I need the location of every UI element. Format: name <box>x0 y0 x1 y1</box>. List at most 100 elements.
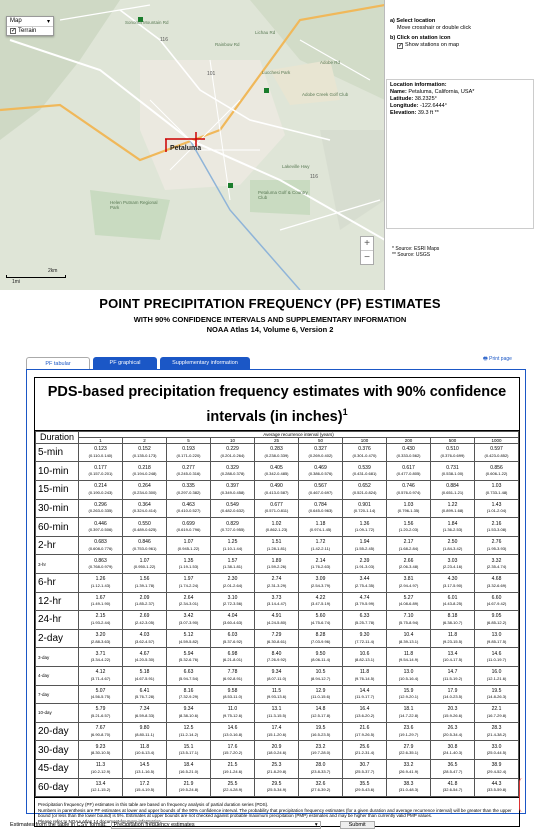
pf-estimate: 38.3 <box>403 780 414 787</box>
terrain-checkbox[interactable]: ✓ <box>10 28 17 34</box>
pf-estimate: 28.0 <box>315 762 326 769</box>
pf-confidence-interval: (0.727-0.955) <box>220 527 245 532</box>
pf-confidence-interval: (9.93-13.6) <box>266 694 287 700</box>
pf-confidence-interval: (17.9-26.5) <box>354 731 375 737</box>
pf-confidence-interval: (14.0-23.5) <box>442 694 463 700</box>
pf-estimate: 0.683 <box>94 539 107 546</box>
pf-value-cell: 41.8 (32.6-54.7) <box>430 777 475 798</box>
pf-estimate: 13.0 <box>403 669 414 676</box>
pf-confidence-interval: (4.75-6.74) <box>310 619 331 625</box>
map-canvas[interactable]: 116 101 116 Sonoma Mountain Rd Rainbow Rd… <box>0 0 385 290</box>
pf-estimate: 14.6 <box>491 650 502 657</box>
pf-value-cell: 5.27 (4.08-6.89) <box>386 591 431 612</box>
map-type-control[interactable]: Map ▾ ✓ Terrain <box>6 16 54 36</box>
pf-value-cell: 6.03 (5.37-6.92) <box>210 628 255 649</box>
pf-estimate: 5.27 <box>403 594 414 601</box>
pf-estimate: 6.63 <box>183 669 194 676</box>
pf-value-cell: 1.43 (1.01-2.04) <box>474 498 519 519</box>
pf-estimate: 1.02 <box>271 520 282 527</box>
csv-export-select[interactable]: Precipitation frequency estimates ▾ <box>110 821 321 829</box>
pf-value-cell: 14.5 (13.1-16.5) <box>122 758 167 779</box>
pf-value-cell: 21.9 (19.5-24.8) <box>166 777 211 798</box>
pf-confidence-interval: (1.19-1.53) <box>178 564 199 570</box>
zoom-out-button[interactable]: − <box>361 250 373 264</box>
pf-value-cell: 6.63 (5.94-7.54) <box>166 665 211 686</box>
tab-pf-graphical[interactable]: PF graphical <box>93 357 157 370</box>
pf-confidence-interval: (18.0-24.6) <box>266 750 287 756</box>
pf-estimate: 0.123 <box>94 446 107 453</box>
submit-button[interactable]: Submit <box>339 821 375 829</box>
pf-value-cell: 0.550 (0.489-0.625) <box>122 517 167 537</box>
chevron-down-icon: ▾ <box>46 19 50 25</box>
pf-value-cell: 1.56 (1.39-1.78) <box>122 572 167 593</box>
pf-estimate: 8.28 <box>315 632 326 639</box>
pf-confidence-interval: (3.07-3.90) <box>178 619 199 625</box>
pf-estimate: 3.44 <box>359 576 370 583</box>
tab-pf-tabular[interactable]: PF tabular <box>26 357 90 370</box>
pf-confidence-interval: (25.5-37.7) <box>354 768 375 774</box>
duration-cell: 10-day <box>35 703 79 723</box>
step-a-title: a) Select location <box>390 18 436 24</box>
pf-estimate: 13.4 <box>447 650 458 657</box>
table-row: 60-day 13.4 (12.1-15.2) 17.2 (15.4-19.5) 21.9… <box>35 777 519 798</box>
pf-confidence-interval: (33.5-59.8) <box>486 787 507 793</box>
pf-estimate: 6.03 <box>227 632 238 639</box>
pf-estimate: 29.5 <box>271 780 282 787</box>
pf-estimate: 12.9 <box>315 687 326 694</box>
print-page-link[interactable]: 🖶 Print page <box>483 356 512 364</box>
pf-estimate: 0.177 <box>94 464 107 471</box>
map-place-label: Helen Putnam Regional Park <box>110 200 158 210</box>
pf-confidence-interval: (0.269-0.402) <box>308 452 333 458</box>
pf-estimate: 0.731 <box>446 464 459 471</box>
pf-estimate: 41.8 <box>447 780 458 787</box>
show-stations-checkbox[interactable]: ✓ <box>397 42 404 49</box>
pf-value-cell: 2.76 (1.95-3.93) <box>474 535 519 556</box>
pf-confidence-interval: (1.74-2.24) <box>178 582 199 588</box>
pf-confidence-interval: (31.0-48.3) <box>398 787 419 793</box>
pf-value-cell: 0.364 (0.324-0.414) <box>122 498 167 519</box>
pf-confidence-interval: (0.521-0.824) <box>352 489 377 495</box>
pf-value-cell: 7.29 (6.30-8.61) <box>254 628 299 649</box>
pf-confidence-interval: (12.1-21.6) <box>486 675 507 681</box>
pf-value-cell: 5.18 (4.67-5.91) <box>122 665 167 686</box>
pf-value-cell: 14.6 (11.0-19.7) <box>474 647 519 667</box>
pf-confidence-interval: (0.950-1.22) <box>133 564 156 570</box>
tab-supplementary[interactable]: Supplementary information <box>160 357 250 370</box>
pf-estimate: 10.4 <box>403 632 414 639</box>
csv-export-select-value: Precipitation frequency estimates <box>113 822 195 828</box>
pf-confidence-interval: (20.5-34.4) <box>442 731 463 737</box>
map-type-select[interactable]: Map ▾ <box>7 17 53 27</box>
pf-value-cell: 2.50 (1.84-3.42) <box>430 535 475 556</box>
map-place-label: Adobe Creek Golf Club <box>302 92 349 97</box>
pf-value-cell: 17.9 (14.0-23.5) <box>430 684 475 705</box>
map-place-label: Lucchesi Park <box>262 70 291 75</box>
pf-estimate: 0.193 <box>182 446 195 453</box>
pf-value-cell: 23.2 (19.7-28.0) <box>298 740 343 760</box>
pf-confidence-interval: (12.1-15.2) <box>90 787 111 793</box>
pf-value-cell: 0.463 (0.410-0.527) <box>166 498 211 519</box>
pf-estimate: 1.07 <box>139 557 150 564</box>
pf-value-cell: 0.283 (0.238-0.339) <box>254 442 299 463</box>
pf-value-cell: 32.6 (27.6-39.2) <box>298 777 343 798</box>
footnote-2: Numbers in parenthesis are PF estimates … <box>38 807 512 819</box>
pf-estimate: 3.03 <box>447 557 458 564</box>
pf-confidence-interval: (1.39-1.78) <box>134 582 155 588</box>
pf-value-cell: 20.3 (15.9-26.6) <box>430 703 475 723</box>
step-b-title: b) Click on station icon <box>390 35 451 41</box>
pf-estimate: 5.07 <box>95 687 106 694</box>
table-row: 24-hr 2.15 (1.93-2.44) 2.69 (2.42-3.05) 3.42(… <box>35 610 519 630</box>
zoom-in-button[interactable]: + <box>364 238 370 249</box>
pf-value-cell: 9.30 (7.72-11.4) <box>342 628 387 649</box>
pf-value-cell: 9.34 (8.38-10.6) <box>166 703 211 723</box>
pf-value-cell: 28.3 (21.4-38.2) <box>474 721 519 742</box>
duration-cell: 2-day <box>35 628 79 649</box>
terrain-toggle[interactable]: ✓ Terrain <box>7 27 53 35</box>
pf-estimate: 6.60 <box>491 594 502 601</box>
table-heading: PDS-based precipitation frequency estima… <box>35 378 519 431</box>
show-stations-option[interactable]: ✓ Show stations on map <box>386 42 534 49</box>
pf-value-cell: 12.9 (11.0-15.6) <box>298 684 343 705</box>
pf-confidence-interval: (0.190-0.243) <box>88 489 113 495</box>
pf-value-cell: 3.73 (3.14-4.47) <box>254 591 299 612</box>
pf-value-cell: 11.8 (10.6-13.4) <box>122 740 167 760</box>
pf-estimate: 13.1 <box>271 706 282 713</box>
